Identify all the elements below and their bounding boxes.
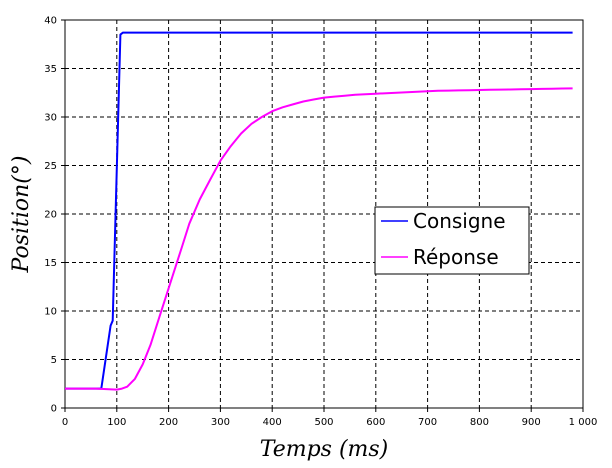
- legend-label-reponse: Réponse: [413, 245, 499, 269]
- x-tick-label: 800: [470, 417, 489, 428]
- x-tick-label: 600: [366, 417, 385, 428]
- legend-label-consigne: Consigne: [413, 209, 506, 233]
- x-tick-label: 700: [418, 417, 437, 428]
- x-tick-label: 0: [62, 417, 68, 428]
- x-tick-label: 300: [211, 417, 230, 428]
- x-tick-label: 1 000: [569, 417, 598, 428]
- y-tick-label: 35: [44, 64, 57, 75]
- ticks: 0 100 200 300 400 500 600 700 800 900 1 000 0 5 10 15 2…: [44, 16, 597, 429]
- y-tick-label: 20: [44, 210, 57, 221]
- legend-box: [374, 206, 530, 275]
- series-layer: [65, 31, 573, 391]
- y-axis-title: Position(°): [9, 156, 34, 274]
- y-tick-label: 0: [51, 404, 57, 415]
- y-tick-label: 25: [44, 161, 57, 172]
- x-tick-label: 200: [159, 417, 178, 428]
- y-tick-label: 30: [44, 113, 57, 124]
- x-tick-label: 100: [107, 417, 126, 428]
- y-tick-label: 15: [44, 258, 57, 269]
- x-tick-label: 500: [314, 417, 333, 428]
- grid: [65, 20, 583, 408]
- legend: Consigne Réponse: [374, 206, 530, 275]
- x-tick-label: 400: [263, 417, 282, 428]
- y-tick-label: 5: [51, 355, 57, 366]
- series-line-reponse: [65, 87, 573, 391]
- x-tick-label: 900: [522, 417, 541, 428]
- x-axis-title: Temps (ms): [260, 437, 389, 462]
- y-tick-label: 40: [44, 16, 57, 27]
- y-tick-label: 10: [44, 307, 57, 318]
